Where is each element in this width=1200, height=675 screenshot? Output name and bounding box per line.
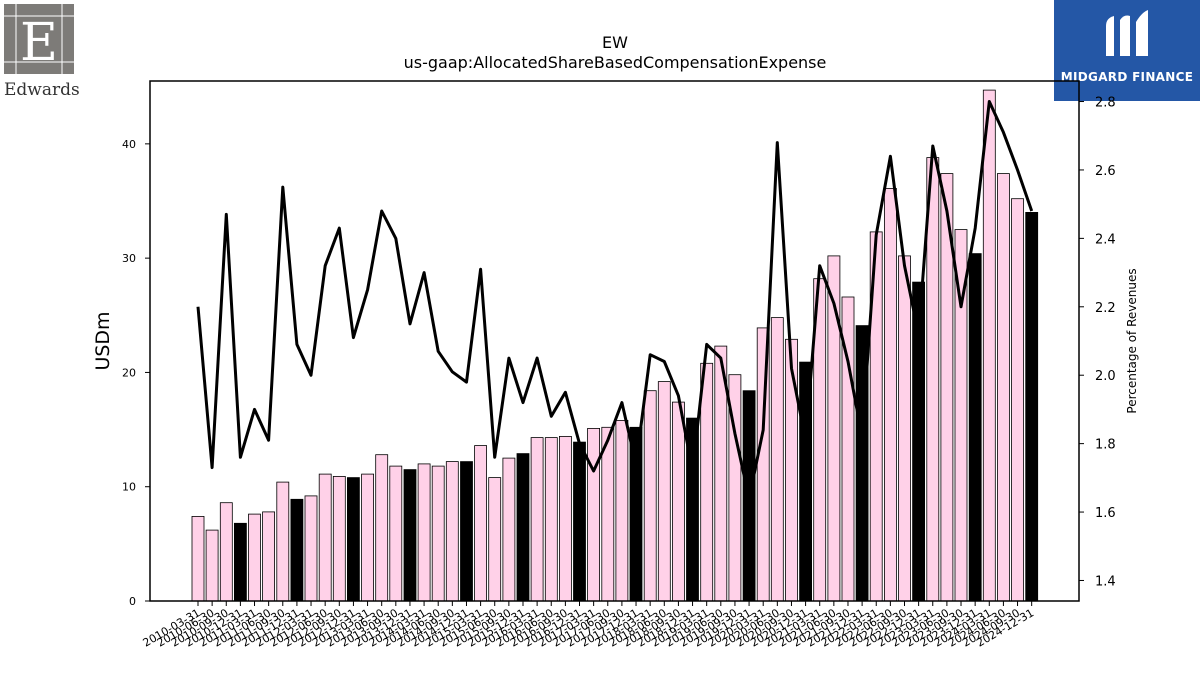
bar-2024-03-31 — [982, 89, 996, 602]
bar-2024-06-30 — [997, 173, 1010, 602]
y-tick-label: 20 — [122, 366, 136, 379]
bar-2022-09-30 — [898, 255, 911, 602]
y-tick-label: 0 — [129, 595, 136, 608]
x-axis: 2010-03-312010-06-302010-09-302010-12-31… — [141, 601, 1036, 650]
bar-2013-09-30 — [389, 465, 403, 602]
bar-2023-12-31 — [968, 253, 982, 602]
bar-series — [191, 89, 1039, 602]
y-tick-label: 30 — [122, 252, 136, 265]
bar-2012-12-31 — [346, 477, 360, 602]
bar-2012-03-31 — [304, 495, 318, 602]
bar-2015-09-30 — [502, 457, 516, 602]
bar-2015-12-31 — [516, 453, 530, 602]
bar-2012-09-30 — [332, 475, 346, 602]
bar-2013-12-31 — [403, 469, 417, 602]
bar-2016-12-31 — [573, 441, 586, 602]
bar-2020-09-30 — [785, 338, 798, 602]
y-axis-right: 1.4 1.6 1.8 2.0 2.2 2.4 2.6 2.8 — [1079, 96, 1116, 589]
y2-tick-label: 2.4 — [1095, 232, 1116, 247]
midgard-mark-icon — [1106, 10, 1148, 56]
bar-2013-06-30 — [375, 454, 389, 602]
bar-2016-03-31 — [530, 437, 544, 602]
bar-2011-06-30 — [262, 511, 276, 602]
bar-2014-03-31 — [417, 463, 431, 602]
y-tick-label: 10 — [122, 481, 136, 494]
bar-2011-09-30 — [276, 481, 290, 602]
svg-text:E: E — [20, 13, 58, 73]
line-series — [196, 100, 1034, 500]
bar-2011-12-31 — [290, 498, 304, 602]
y2-tick-label: 2.8 — [1095, 96, 1116, 111]
bar-2016-06-30 — [544, 437, 558, 602]
bar-2015-06-30 — [488, 477, 502, 602]
bar-2014-12-31 — [460, 461, 473, 602]
bar-2010-06-30 — [205, 529, 219, 602]
bar-2010-12-31 — [233, 522, 247, 602]
bar-2023-03-31 — [926, 157, 940, 602]
bar-2010-03-31 — [191, 516, 205, 602]
bar-2019-03-31 — [700, 362, 714, 602]
bar-2013-03-31 — [361, 473, 375, 602]
y2-tick-label: 2.2 — [1095, 301, 1116, 316]
chart-subtitle: us-gaap:AllocatedShareBasedCompensationE… — [404, 53, 827, 72]
bar-2024-09-30 — [1011, 198, 1024, 602]
bar-2017-09-30 — [615, 419, 629, 602]
bar-2014-06-30 — [431, 465, 445, 602]
edwards-logo: E Edwards — [4, 4, 80, 100]
bar-2017-06-30 — [601, 426, 615, 602]
bar-2016-09-30 — [559, 435, 572, 602]
midgard-finance-logo-text: MIDGARD FINANCE — [1060, 70, 1194, 84]
y2-axis-label: Percentage of Revenues — [1125, 268, 1139, 413]
bar-2017-03-31 — [587, 427, 600, 602]
y2-tick-label: 2.0 — [1095, 369, 1116, 384]
bar-2010-09-30 — [219, 502, 233, 602]
y-axis-left: 0 10 20 30 40 — [122, 138, 150, 608]
bar-2018-09-30 — [672, 401, 685, 602]
y-tick-label: 40 — [122, 138, 136, 151]
bar-2012-06-30 — [318, 473, 332, 602]
bar-2014-09-30 — [445, 461, 459, 602]
plot-frame — [149, 80, 1080, 602]
bar-2024-12-31 — [1025, 211, 1039, 602]
y-axis-label: USDm — [92, 311, 114, 370]
y2-tick-label: 1.4 — [1095, 574, 1116, 589]
bar-2015-03-31 — [474, 445, 488, 602]
bar-2011-03-31 — [248, 513, 261, 602]
y2-tick-label: 2.6 — [1095, 164, 1116, 179]
y2-tick-label: 1.6 — [1095, 506, 1116, 521]
percentage-line — [196, 100, 1034, 500]
bar-2018-03-31 — [643, 390, 657, 602]
bar-2018-06-30 — [657, 381, 671, 602]
bar-2022-06-30 — [884, 187, 897, 602]
y2-tick-label: 1.8 — [1095, 438, 1116, 453]
bar-2020-06-30 — [770, 317, 784, 602]
edwards-logo-text: Edwards — [4, 80, 80, 100]
chart-title: EW — [602, 33, 628, 52]
